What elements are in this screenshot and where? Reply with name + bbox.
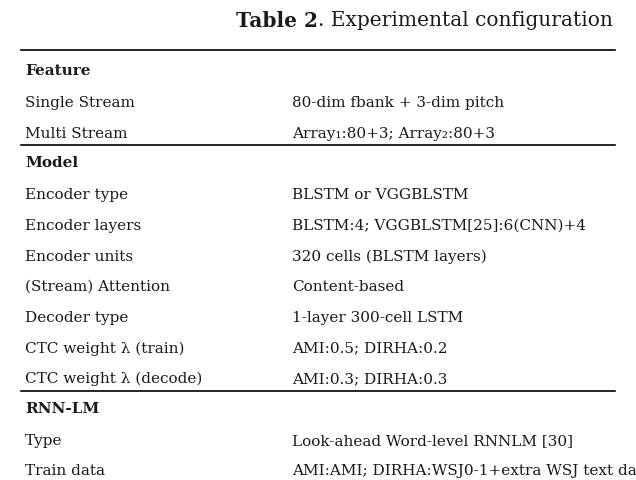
Text: Encoder layers: Encoder layers <box>25 219 141 233</box>
Text: AMI:0.3; DIRHA:0.3: AMI:0.3; DIRHA:0.3 <box>292 372 447 386</box>
Text: Array₁:80+3; Array₂:80+3: Array₁:80+3; Array₂:80+3 <box>292 127 495 141</box>
Text: 80-dim fbank + 3-dim pitch: 80-dim fbank + 3-dim pitch <box>292 96 504 110</box>
Text: Single Stream: Single Stream <box>25 96 135 110</box>
Text: Encoder units: Encoder units <box>25 250 133 264</box>
Text: CTC weight λ (decode): CTC weight λ (decode) <box>25 372 202 386</box>
Text: Decoder type: Decoder type <box>25 311 128 324</box>
Text: Model: Model <box>25 156 78 170</box>
Text: BLSTM or VGGBLSTM: BLSTM or VGGBLSTM <box>292 189 468 203</box>
Text: Look-ahead Word-level RNNLM [30]: Look-ahead Word-level RNNLM [30] <box>292 434 572 448</box>
Text: Table 2: Table 2 <box>236 11 318 31</box>
Text: . Experimental configuration: . Experimental configuration <box>318 11 613 30</box>
Text: BLSTM:4; VGGBLSTM[25]:6(CNN)+4: BLSTM:4; VGGBLSTM[25]:6(CNN)+4 <box>292 219 586 233</box>
Text: Feature: Feature <box>25 64 90 78</box>
Text: CTC weight λ (train): CTC weight λ (train) <box>25 341 184 356</box>
Text: (Stream) Attention: (Stream) Attention <box>25 280 170 294</box>
Text: AMI:0.5; DIRHA:0.2: AMI:0.5; DIRHA:0.2 <box>292 341 447 355</box>
Text: RNN-LM: RNN-LM <box>25 402 99 416</box>
Text: Type: Type <box>25 434 62 448</box>
Text: 320 cells (BLSTM layers): 320 cells (BLSTM layers) <box>292 250 487 264</box>
Text: Encoder type: Encoder type <box>25 189 128 203</box>
Text: AMI:AMI; DIRHA:WSJ0-1+extra WSJ text data: AMI:AMI; DIRHA:WSJ0-1+extra WSJ text dat… <box>292 464 636 478</box>
Text: Train data: Train data <box>25 464 105 478</box>
Text: Content-based: Content-based <box>292 280 404 294</box>
Text: Multi Stream: Multi Stream <box>25 127 127 141</box>
Text: 1-layer 300-cell LSTM: 1-layer 300-cell LSTM <box>292 311 463 324</box>
